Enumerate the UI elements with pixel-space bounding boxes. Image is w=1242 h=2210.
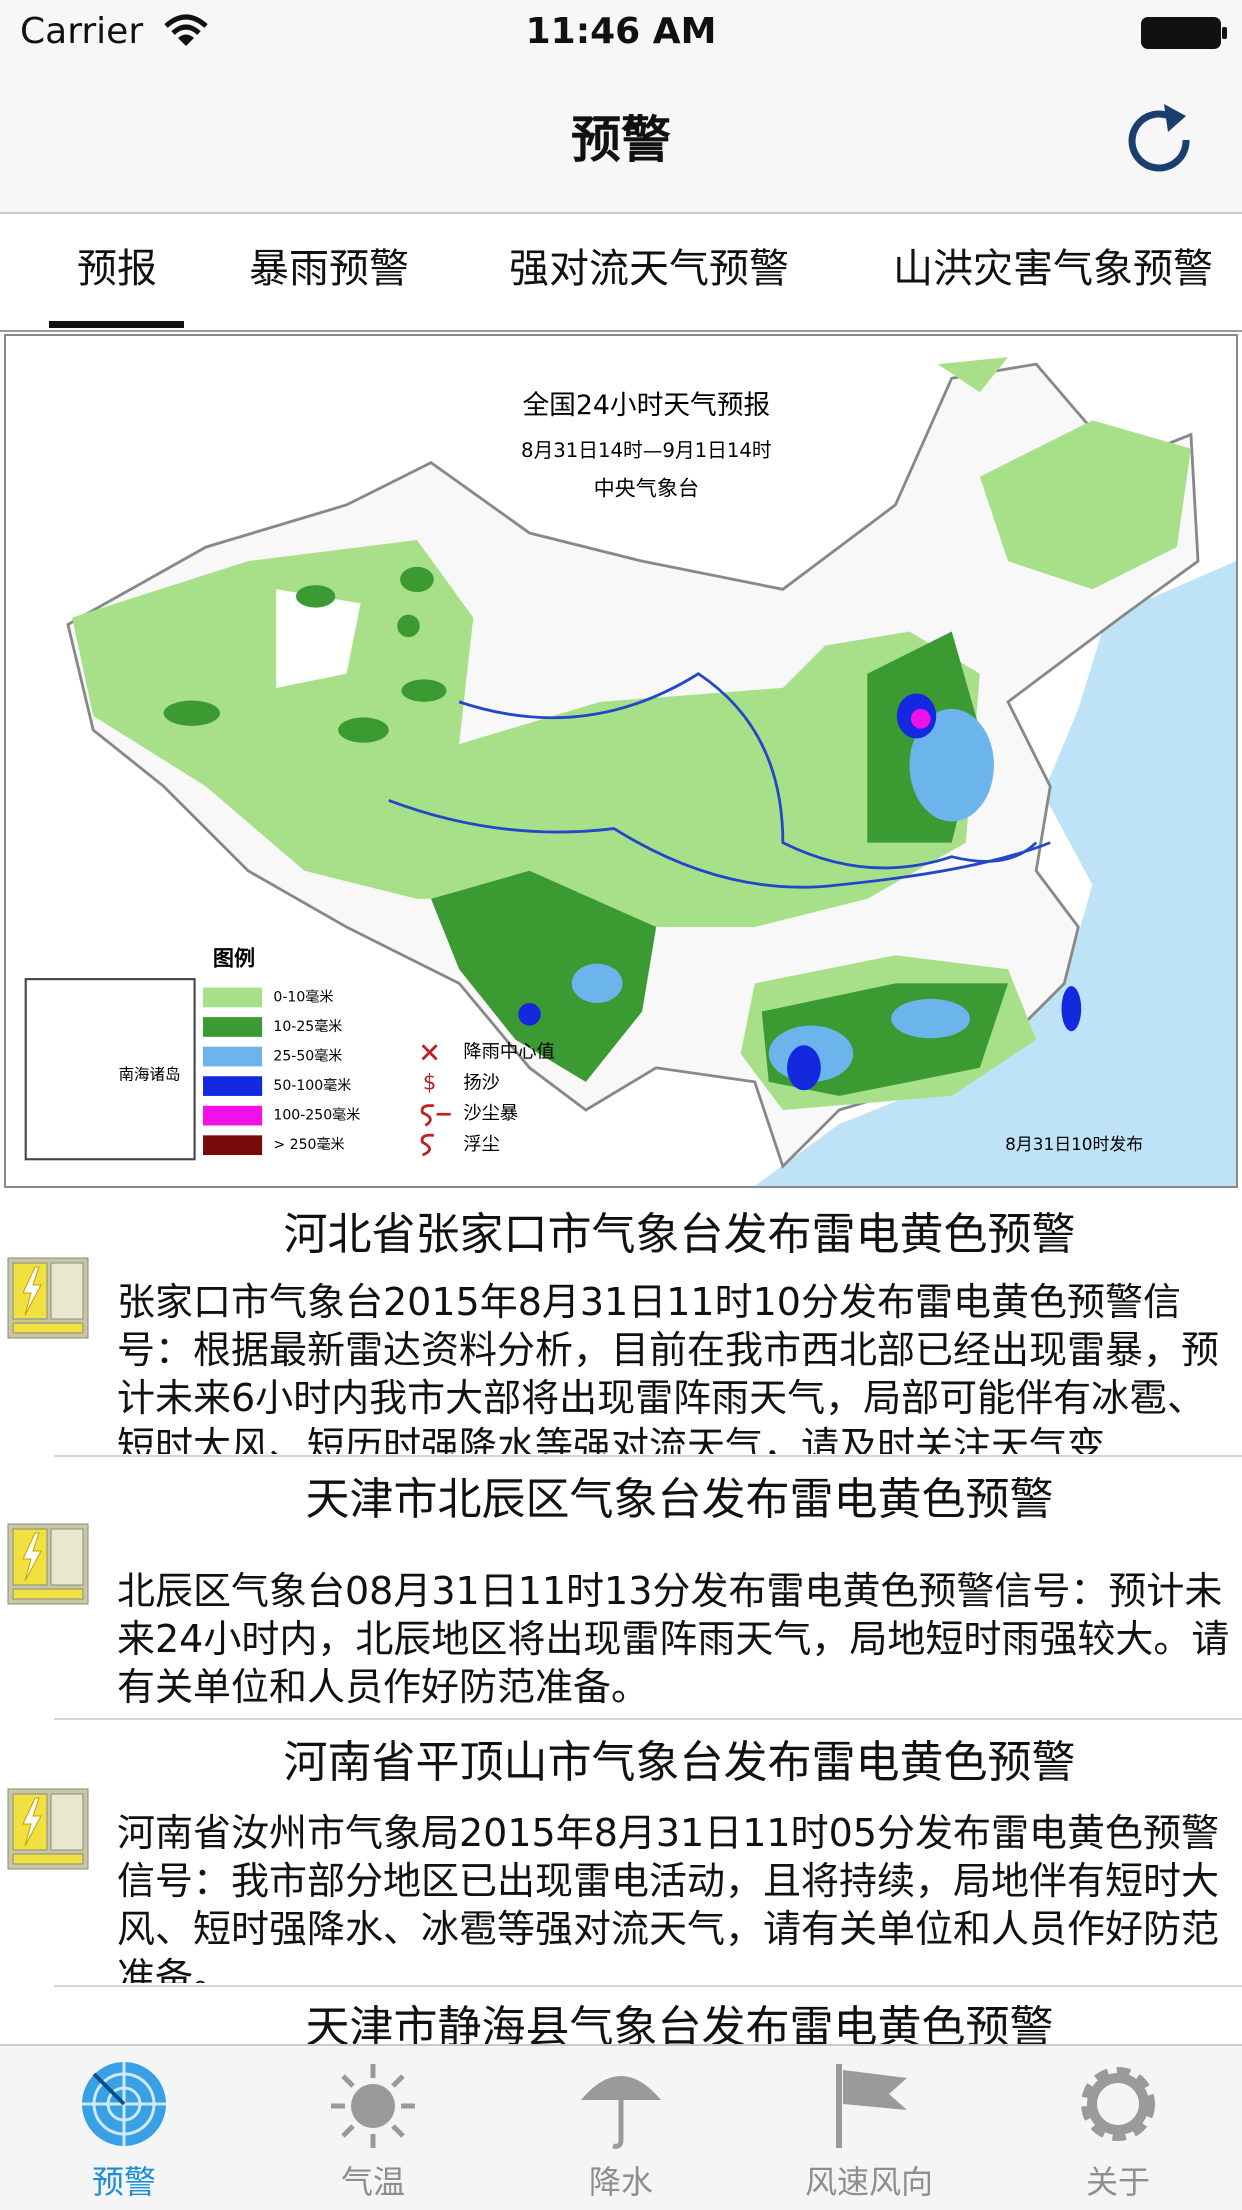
forecast-map: 全国24小时天气预报 8月31日14时—9月1日14时 中央气象台 南海诸岛 图…: [4, 334, 1238, 1188]
tab-bar-label[interactable]: 气温: [340, 2163, 406, 2201]
warning-icon: [7, 1257, 89, 1339]
tab-bar: [0, 2044, 1242, 2210]
legend-title: 图例: [213, 945, 255, 970]
legend-swatch: [203, 1105, 263, 1126]
separator: [54, 1985, 1242, 1987]
tab-bar-label[interactable]: 预警: [91, 2163, 157, 2201]
inset-label: 南海诸岛: [119, 1065, 181, 1083]
issued-note: 8月31日10时发布: [1005, 1134, 1143, 1154]
map-issuer: 中央气象台: [594, 475, 699, 500]
warning-title[interactable]: 河北省张家口市气象台发布雷电黄色预警: [283, 1209, 1076, 1260]
symbol-label: 浮尘: [463, 1134, 500, 1155]
legend-label: 50-100毫米: [273, 1077, 351, 1094]
divider: [0, 330, 1242, 332]
legend-label: 25-50毫米: [273, 1048, 342, 1065]
wifi-icon: [164, 14, 208, 46]
symbol-label: 降雨中心值: [463, 1041, 554, 1062]
symbol-label: 沙尘暴: [463, 1103, 518, 1124]
warning-icon: [7, 1523, 89, 1605]
legend-swatch: [203, 1017, 263, 1037]
tab-bar-label[interactable]: 关于: [1085, 2163, 1151, 2201]
status-bar: Carrier 11:46 AM: [0, 0, 1242, 64]
river: [458, 672, 1038, 870]
warning-body: 河南省汝州市气象局2015年8月31日11时05分发布雷电黄色预警信号：我市部分…: [117, 1811, 1220, 1983]
tab[interactable]: 强对流天气预警: [509, 246, 789, 292]
separator: [54, 1718, 1242, 1720]
warning-icon: [7, 1788, 89, 1870]
river: [388, 799, 1051, 889]
tab-bar-label[interactable]: 降水: [588, 2163, 654, 2201]
tab[interactable]: 预报: [77, 246, 157, 292]
flag-icon: [836, 2064, 907, 2148]
legend-swatch: [203, 1076, 263, 1096]
legend-swatch: [203, 987, 263, 1008]
legend-label: 100-250毫米: [273, 1107, 360, 1124]
warning-body: 张家口市气象台2015年8月31日11时10分发布雷电黄色预警信号：根据最新雷达…: [117, 1280, 1220, 1454]
warning-title[interactable]: 河南省平顶山市气象台发布雷电黄色预警: [283, 1737, 1076, 1788]
legend-symbols: $: [420, 1044, 451, 1157]
carrier: Carrier: [20, 11, 144, 52]
tab-bar-label[interactable]: 风速风向: [804, 2163, 934, 2201]
legend-swatch: [203, 1135, 263, 1156]
umbrella-icon: [581, 2076, 661, 2149]
warning-title[interactable]: 天津市静海县气象台发布雷电黄色预警: [305, 2002, 1054, 2044]
inset-box: [24, 978, 196, 1161]
map-period: 8月31日14时—9月1日14时: [521, 439, 772, 462]
separator: [54, 1455, 1242, 1457]
legend-swatch: [203, 1046, 263, 1067]
warning-title[interactable]: 天津市北辰区气象台发布雷电黄色预警: [305, 1474, 1054, 1525]
tab[interactable]: 山洪灾害气象预警: [893, 246, 1213, 292]
legend-label: 10-25毫米: [273, 1018, 342, 1035]
sun-icon: [331, 2064, 415, 2148]
sea: [754, 561, 1236, 1186]
legend-label: 0-10毫米: [273, 988, 333, 1005]
gear-icon: [1081, 2067, 1155, 2141]
tab[interactable]: 暴雨预警: [249, 246, 409, 292]
legend: 0-10毫米 10-25毫米 25-50毫米 50-100毫米 100-250毫米 > 2…: [203, 987, 360, 1156]
legend-label: > 250毫米: [273, 1136, 344, 1153]
symbol-label: 扬沙: [463, 1072, 500, 1093]
battery-icon: [1141, 17, 1227, 49]
tab-indicator: [49, 321, 184, 328]
refresh-button[interactable]: [1124, 100, 1196, 176]
nav-title: 预警: [571, 111, 671, 169]
clock: 11:46 AM: [525, 11, 717, 52]
radar-icon: [82, 2062, 166, 2146]
svg-text:$: $: [423, 1069, 436, 1094]
nav-bar: [0, 64, 1242, 214]
map-title: 全国24小时天气预报: [522, 390, 770, 421]
warning-body: 北辰区气象台08月31日11时13分发布雷电黄色预警信号：预计未来24小时内，北…: [117, 1569, 1230, 1709]
map-drawing: 全国24小时天气预报 8月31日14时—9月1日14时 中央气象台 南海诸岛 图…: [6, 336, 1236, 1186]
rain-extreme: [910, 708, 931, 729]
